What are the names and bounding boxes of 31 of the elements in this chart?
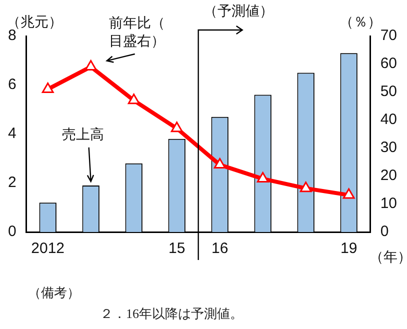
x-tick-label: 19 <box>340 240 358 258</box>
point <box>300 182 312 192</box>
x-tick-label: 16 <box>211 240 228 258</box>
y2-tick-label: 70 <box>380 27 398 44</box>
point <box>128 94 140 104</box>
y2-tick-label: 0 <box>380 223 389 240</box>
point <box>214 158 226 169</box>
series-label: 前年比（目盛右） <box>108 16 165 50</box>
y2-tick-label: 30 <box>380 139 398 156</box>
y2-tick-label: 20 <box>380 167 398 184</box>
y-tick-label: 0 <box>8 223 16 240</box>
text: ２．16年以降は予測値。 <box>100 305 243 323</box>
x-axis-title: （年） <box>369 250 407 266</box>
x-tick-label: 2012 <box>31 240 65 258</box>
text: 売上高 <box>62 127 104 144</box>
text: （予測値） <box>203 4 274 20</box>
y-tick-label: 6 <box>8 76 16 94</box>
point <box>84 60 97 71</box>
y-tick-label: 4 <box>8 125 16 142</box>
y2-axis-title: （％） <box>339 14 382 31</box>
y2-tick-label: 50 <box>380 83 398 100</box>
text: （備考） <box>28 284 80 302</box>
point <box>342 188 355 199</box>
y2-tick-label: 10 <box>380 195 398 212</box>
point <box>170 122 183 132</box>
x-tick-label: 15 <box>168 240 186 258</box>
y2-tick-label: 60 <box>380 55 398 72</box>
y2-tick-label: 40 <box>380 111 398 128</box>
y-tick-label: 2 <box>8 174 16 192</box>
point <box>256 172 269 183</box>
point <box>42 82 54 93</box>
